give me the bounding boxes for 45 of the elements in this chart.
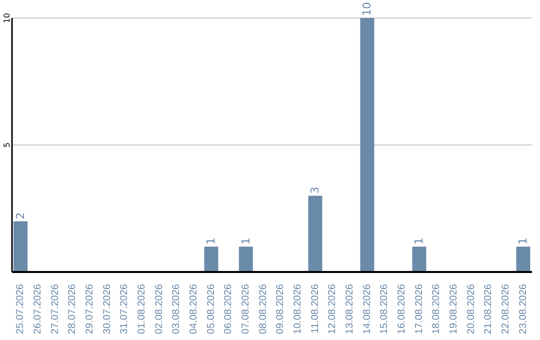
x-tick-label: 25.07.2026: [15, 284, 26, 334]
x-tick-label: 14.08.2026: [362, 284, 373, 334]
x-tick-label: 08.08.2026: [258, 284, 269, 334]
x-tick-label: 06.08.2026: [223, 284, 234, 334]
x-tick-label: 09.08.2026: [275, 284, 286, 334]
data-label: 2: [14, 212, 28, 220]
y-tick-label: 5: [2, 142, 12, 148]
bar: [516, 246, 530, 272]
x-tick-label: 17.08.2026: [414, 284, 425, 334]
bar: [14, 221, 28, 272]
x-tick-label: 05.08.2026: [206, 284, 217, 334]
x-tick-label: 22.08.2026: [500, 284, 512, 334]
x-tick-label: 31.07.2026: [119, 284, 130, 334]
data-label: 1: [204, 238, 218, 245]
data-label: 1: [516, 238, 530, 245]
data-label: 1: [239, 238, 252, 245]
x-tick-label: 30.07.2026: [102, 284, 113, 334]
x-tick-label: 29.07.2026: [84, 284, 96, 334]
x-tick-label: 11.08.2026: [310, 284, 321, 334]
x-tick-label: 20.08.2026: [466, 284, 477, 334]
x-tick-label: 28.07.2026: [67, 284, 78, 334]
data-label: 1: [412, 238, 426, 245]
x-tick-label: 04.08.2026: [188, 284, 200, 334]
bar: [204, 246, 218, 272]
bar: [238, 246, 253, 272]
bar: [412, 246, 426, 272]
x-tick-label: 27.07.2026: [50, 284, 61, 334]
x-tick-label: 16.08.2026: [396, 284, 408, 334]
x-tick-label: 01.08.2026: [136, 284, 148, 334]
x-tick-label: 21.08.2026: [483, 284, 494, 334]
x-tick-label: 07.08.2026: [240, 284, 252, 334]
x-tick-label: 13.08.2026: [344, 284, 356, 334]
x-tick-label: 18.08.2026: [431, 284, 442, 334]
x-tick-label: 15.08.2026: [379, 284, 390, 334]
bar: [308, 196, 322, 272]
x-tick-label: 02.08.2026: [154, 284, 165, 334]
x-tick-label: 26.07.2026: [32, 284, 44, 334]
x-tick-label: 10.08.2026: [292, 284, 304, 334]
bar: [360, 18, 374, 272]
x-tick-label: 19.08.2026: [448, 284, 460, 334]
data-label: 10: [360, 2, 374, 16]
x-tick-label: 03.08.2026: [171, 284, 182, 334]
data-label: 3: [308, 186, 322, 194]
x-tick-label: 23.08.2026: [518, 284, 529, 334]
x-tick-label: 12.08.2026: [327, 284, 338, 334]
